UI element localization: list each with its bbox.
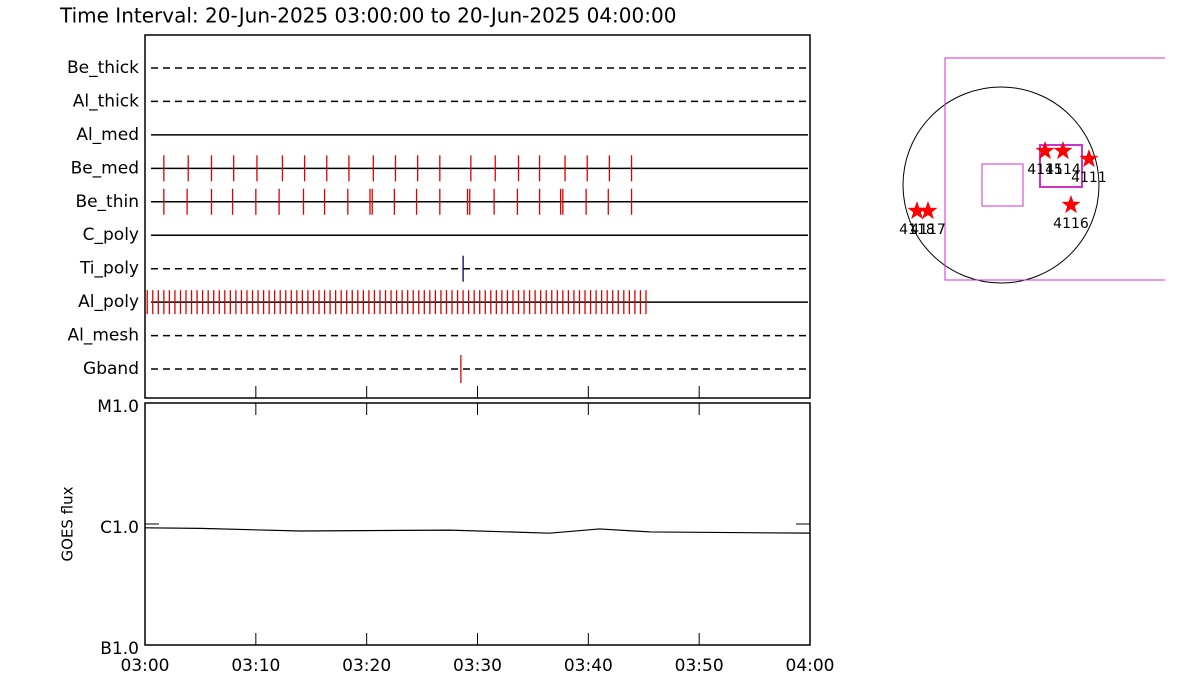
row-label: Al_med	[76, 125, 139, 145]
y-tick-label: B1.0	[100, 639, 139, 659]
region-star	[1061, 195, 1081, 214]
fov-box	[1039, 144, 1083, 188]
region-star	[918, 201, 938, 220]
region-star	[1079, 149, 1099, 168]
x-tick-label: 03:40	[564, 656, 613, 676]
y-axis-label: GOES flux	[59, 486, 77, 561]
solar-disk	[902, 86, 1100, 284]
y-tick-label: M1.0	[97, 397, 139, 417]
fov-box	[981, 163, 1024, 207]
flux-line	[144, 527, 811, 534]
region-label: 4114	[1045, 162, 1081, 178]
region-star	[1035, 141, 1055, 160]
region-label: 4116	[1053, 216, 1089, 232]
region-label: 4118	[899, 222, 935, 238]
row-label: Gband	[83, 359, 139, 379]
region-star	[907, 201, 927, 220]
goes-frame	[144, 402, 811, 646]
row-label: Ti_poly	[79, 259, 139, 279]
chart-title: Time Interval: 20-Jun-2025 03:00:00 to 2…	[59, 4, 676, 28]
region-star	[1053, 141, 1073, 160]
y-tick-label: C1.0	[100, 518, 139, 538]
x-tick-label: 03:10	[231, 656, 280, 676]
x-tick-label: 03:20	[342, 656, 391, 676]
map	[902, 57, 1165, 284]
row-label: Be_thin	[75, 192, 139, 212]
row-label: Al_thick	[73, 91, 139, 111]
region-label: 4115	[1027, 162, 1063, 178]
timeline-frame	[144, 34, 811, 399]
x-tick-label: 03:00	[121, 656, 170, 676]
row-label: Be_thick	[67, 58, 139, 78]
row-label: C_poly	[83, 225, 139, 245]
region-label: 4111	[1071, 170, 1107, 186]
region-label: 4117	[910, 222, 946, 238]
x-tick-label: 03:30	[453, 656, 502, 676]
row-label: Be_med	[71, 158, 139, 178]
fov-box	[944, 57, 1165, 281]
x-tick-label: 03:50	[675, 656, 724, 676]
row-label: Al_mesh	[67, 326, 139, 346]
row-label: Al_poly	[78, 292, 139, 312]
x-tick-label: 04:00	[786, 656, 835, 676]
